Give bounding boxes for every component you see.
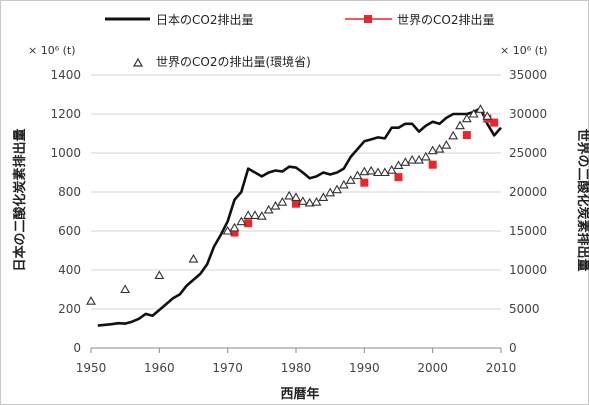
- env-ministry-point: [284, 190, 295, 200]
- env-ministry-point: [332, 184, 342, 194]
- env-ministry-point: [400, 157, 411, 166]
- y-left-tick-label: 600: [58, 224, 81, 238]
- x-tick-label: 1980: [281, 361, 312, 375]
- env-ministry-point: [373, 167, 383, 177]
- env-ministry-point: [366, 165, 377, 175]
- y-left-tick-label: 0: [73, 341, 81, 355]
- env-ministry-point: [468, 108, 479, 118]
- env-ministry-point: [86, 296, 96, 305]
- axes: [90, 347, 502, 353]
- y-left-tick-label: 200: [58, 302, 81, 316]
- tick-labels: 0 200 400 600 800 1000 1200 1400 0 5000 10000 15000…: [50, 68, 547, 375]
- legend-label-world: 世界のCO2排出量: [397, 13, 494, 27]
- right-axis-unit: × 10⁶ (t): [500, 44, 548, 57]
- world-co2-point: [230, 228, 239, 237]
- y-right-tick-label: 0: [509, 341, 517, 355]
- env-ministry-point: [407, 154, 418, 164]
- world-co2-point: [428, 160, 437, 169]
- x-tick-label: 1960: [144, 361, 175, 375]
- env-ministry-point: [250, 210, 260, 219]
- env-ministry-point: [386, 165, 397, 174]
- env-ministry-point: [325, 187, 336, 197]
- x-tick-label: 2000: [417, 361, 448, 375]
- env-ministry-point: [304, 197, 315, 207]
- world-co2-point: [244, 219, 253, 228]
- env-ministry-point: [297, 196, 308, 205]
- legend: 日本のCO2排出量 世界のCO2排出量 世界のCO2の排出量(環境省): [105, 13, 494, 69]
- env-ministry-point: [236, 216, 247, 226]
- y-left-tick-label: 400: [58, 263, 81, 277]
- y-left-tick-label: 1000: [50, 146, 81, 160]
- env-ministry-point: [243, 210, 254, 219]
- grid-lines: [91, 74, 501, 349]
- env-ministry-point: [120, 284, 131, 294]
- y-left-tick-label: 800: [58, 185, 81, 199]
- world-co2-point: [292, 199, 300, 208]
- legend-label-japan: 日本のCO2排出量: [156, 13, 253, 27]
- env-ministry-point: [448, 130, 459, 140]
- y-right-tick-label: 25000: [509, 146, 547, 160]
- series-line-japan: [97, 106, 502, 327]
- y-right-tick-label: 15000: [509, 224, 547, 238]
- env-ministry-point: [475, 104, 486, 113]
- env-ministry-point: [414, 154, 424, 164]
- y-right-tick-label: 10000: [509, 263, 547, 277]
- x-axis-title: 西暦年: [280, 386, 319, 402]
- env-ministry-point: [277, 197, 288, 206]
- env-ministry-point: [291, 192, 301, 202]
- env-ministry-point: [359, 166, 370, 176]
- world-co2-point: [360, 178, 369, 187]
- env-ministry-point: [379, 167, 390, 177]
- env-ministry-point: [461, 113, 472, 123]
- env-ministry-point: [427, 145, 438, 155]
- y-right-tick-label: 20000: [509, 185, 547, 199]
- env-ministry-point: [229, 222, 240, 232]
- env-ministry-point: [441, 140, 452, 149]
- env-ministry-point: [482, 111, 493, 120]
- env-ministry-point: [345, 175, 356, 184]
- env-ministry-point: [154, 270, 165, 280]
- env-ministry-point: [318, 192, 329, 202]
- series-layer: [86, 104, 502, 327]
- legend-label-env: 世界のCO2の排出量(環境省): [156, 54, 311, 69]
- env-ministry-point: [420, 151, 431, 161]
- right-axis-title: 世界の二酸化炭素排出量: [575, 128, 589, 271]
- env-ministry-point: [338, 179, 349, 189]
- env-ministry-point: [256, 211, 267, 220]
- left-axis-unit: × 10⁶ (t): [28, 44, 76, 57]
- legend-swatch-env-triangle: [132, 57, 144, 67]
- x-tick-label: 1990: [349, 361, 380, 375]
- env-ministry-point: [188, 253, 199, 263]
- world-co2-point: [462, 131, 471, 140]
- x-tick-label: 1950: [76, 361, 107, 375]
- env-ministry-point: [311, 197, 322, 206]
- left-axis-title: 日本の二酸化炭素排出量: [12, 128, 28, 271]
- y-left-tick-label: 1400: [50, 68, 81, 82]
- y-right-tick-label: 35000: [509, 68, 547, 82]
- env-ministry-point: [393, 160, 404, 170]
- world-co2-point: [490, 118, 499, 127]
- legend-swatch-world-square: [364, 15, 372, 23]
- x-tick-label: 2010: [486, 361, 517, 375]
- world-co2-point: [394, 173, 403, 182]
- y-right-tick-label: 30000: [509, 107, 547, 121]
- y-right-tick-label: 5000: [509, 302, 540, 316]
- env-ministry-point: [222, 225, 233, 235]
- y-left-tick-label: 1200: [50, 107, 81, 121]
- env-ministry-point: [455, 120, 465, 130]
- x-tick-label: 1970: [212, 361, 243, 375]
